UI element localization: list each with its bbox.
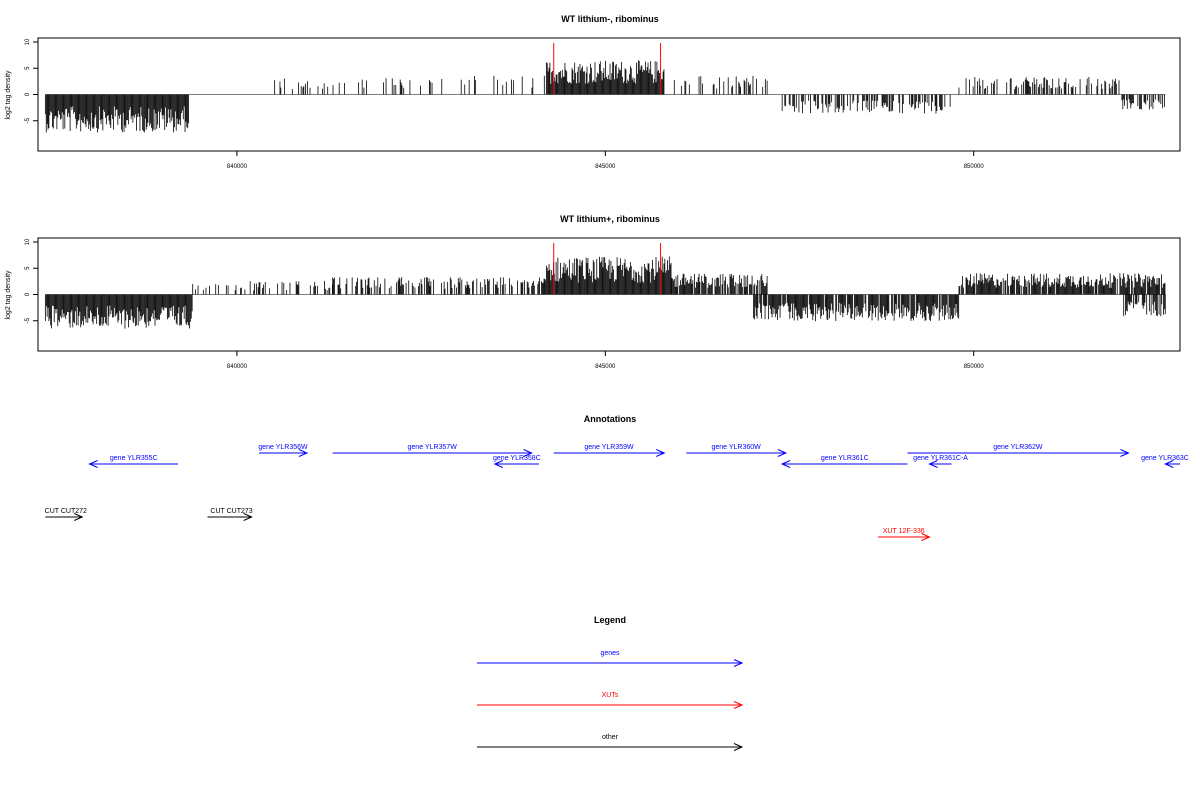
panel-2-axes: 840000 845000 850000 10 5 0 -5 bbox=[25, 238, 984, 370]
y-tick-label: 0 bbox=[25, 292, 31, 296]
gene-label: gene YLR361C bbox=[821, 455, 869, 462]
y-tick-label: 0 bbox=[25, 92, 31, 96]
gene-feature: gene YLR356W bbox=[258, 444, 309, 457]
xut-feature: XUT 12F-336 bbox=[877, 528, 931, 541]
x-tick-label: 840000 bbox=[227, 164, 248, 170]
annotation-features: gene YLR355C gene YLR356W gene YLR357W gene… bbox=[45, 444, 1189, 541]
feature-arrowhead bbox=[733, 701, 744, 709]
cut-label: CUT CUT273 bbox=[210, 508, 252, 515]
legend-item-xut: XUTs bbox=[477, 692, 744, 709]
gene-label: gene YLR358C bbox=[493, 455, 541, 462]
y-tick-label: 10 bbox=[25, 38, 31, 45]
legend-label: genes bbox=[600, 650, 620, 657]
panel-1-bars bbox=[44, 43, 1166, 133]
x-tick-label: 845000 bbox=[595, 364, 616, 370]
gene-feature: gene YLR362W bbox=[907, 444, 1130, 457]
legend: Legend genes XUTs other bbox=[477, 615, 744, 751]
x-tick-label: 850000 bbox=[964, 164, 985, 170]
cut-label: CUT CUT272 bbox=[45, 508, 87, 515]
feature-arrowhead bbox=[493, 460, 504, 468]
legend-items: genes XUTs other bbox=[477, 650, 744, 751]
xut-label: XUT 12F-336 bbox=[883, 528, 925, 535]
panel-2-title: WT lithium+, ribominus bbox=[560, 214, 660, 224]
x-tick-label: 850000 bbox=[964, 364, 985, 370]
cut-feature: CUT CUT272 bbox=[45, 508, 87, 521]
feature-arrowhead bbox=[74, 513, 84, 521]
gene-feature: gene YLR358C bbox=[493, 455, 541, 468]
feature-arrowhead bbox=[1120, 449, 1130, 457]
panel-1-title: WT lithium-, ribominus bbox=[561, 14, 659, 24]
gene-feature: gene YLR359W bbox=[553, 444, 666, 457]
feature-arrowhead bbox=[777, 449, 788, 457]
gene-feature: gene YLR361C bbox=[780, 455, 908, 468]
feature-arrowhead bbox=[243, 513, 253, 521]
gene-label: gene YLR363C bbox=[1141, 455, 1189, 462]
gene-label: gene YLR355C bbox=[110, 455, 158, 462]
legend-item-other: other bbox=[477, 734, 744, 751]
legend-label: XUTs bbox=[602, 692, 619, 699]
gene-feature: gene YLR355C bbox=[88, 455, 178, 468]
y-tick-label: 10 bbox=[25, 238, 31, 245]
gene-feature: gene YLR361C-A bbox=[913, 455, 968, 468]
x-tick-label: 845000 bbox=[595, 164, 616, 170]
gene-feature: gene YLR357W bbox=[332, 444, 533, 457]
gene-label: gene YLR360W bbox=[711, 444, 761, 451]
gene-label: gene YLR362W bbox=[993, 444, 1043, 451]
y-tick-label: 5 bbox=[25, 266, 31, 270]
gene-label: gene YLR356W bbox=[258, 444, 308, 451]
panel-lithium-plus: WT lithium+, ribominus 840000 845000 85000… bbox=[5, 214, 1181, 370]
feature-arrowhead bbox=[921, 533, 931, 541]
feature-arrowhead bbox=[298, 449, 309, 457]
legend-label: other bbox=[602, 734, 619, 741]
gene-feature: gene YLR360W bbox=[686, 444, 788, 457]
annotations-title: Annotations bbox=[584, 414, 637, 424]
feature-arrowhead bbox=[523, 449, 533, 457]
feature-arrowhead bbox=[780, 460, 791, 468]
y-tick-label: -5 bbox=[25, 317, 31, 323]
panel-1-axes: 840000 845000 850000 10 5 0 -5 bbox=[25, 38, 984, 170]
feature-arrowhead bbox=[656, 449, 666, 457]
y-tick-label: 5 bbox=[25, 66, 31, 70]
x-tick-label: 840000 bbox=[227, 364, 248, 370]
cut-feature: CUT CUT273 bbox=[207, 508, 253, 521]
panel-1-ylabel: log2 tag density bbox=[5, 70, 12, 120]
feature-arrowhead bbox=[88, 460, 98, 468]
gene-label: gene YLR361C-A bbox=[913, 455, 968, 462]
panel-lithium-minus: WT lithium-, ribominus 840000 845000 85000… bbox=[5, 14, 1181, 170]
gene-feature: gene YLR363C bbox=[1141, 455, 1189, 468]
y-tick-label: -5 bbox=[25, 117, 31, 123]
gene-label: gene YLR359W bbox=[584, 444, 634, 451]
feature-arrowhead bbox=[733, 659, 744, 667]
panel-2-bars bbox=[44, 243, 1166, 329]
feature-arrowhead bbox=[1164, 460, 1174, 468]
legend-item-gene: genes bbox=[477, 650, 744, 667]
legend-title: Legend bbox=[594, 615, 626, 625]
gene-label: gene YLR357W bbox=[408, 444, 458, 451]
feature-arrowhead bbox=[733, 743, 744, 751]
feature-arrowhead bbox=[928, 460, 938, 468]
panel-2-ylabel: log2 tag density bbox=[5, 270, 12, 320]
